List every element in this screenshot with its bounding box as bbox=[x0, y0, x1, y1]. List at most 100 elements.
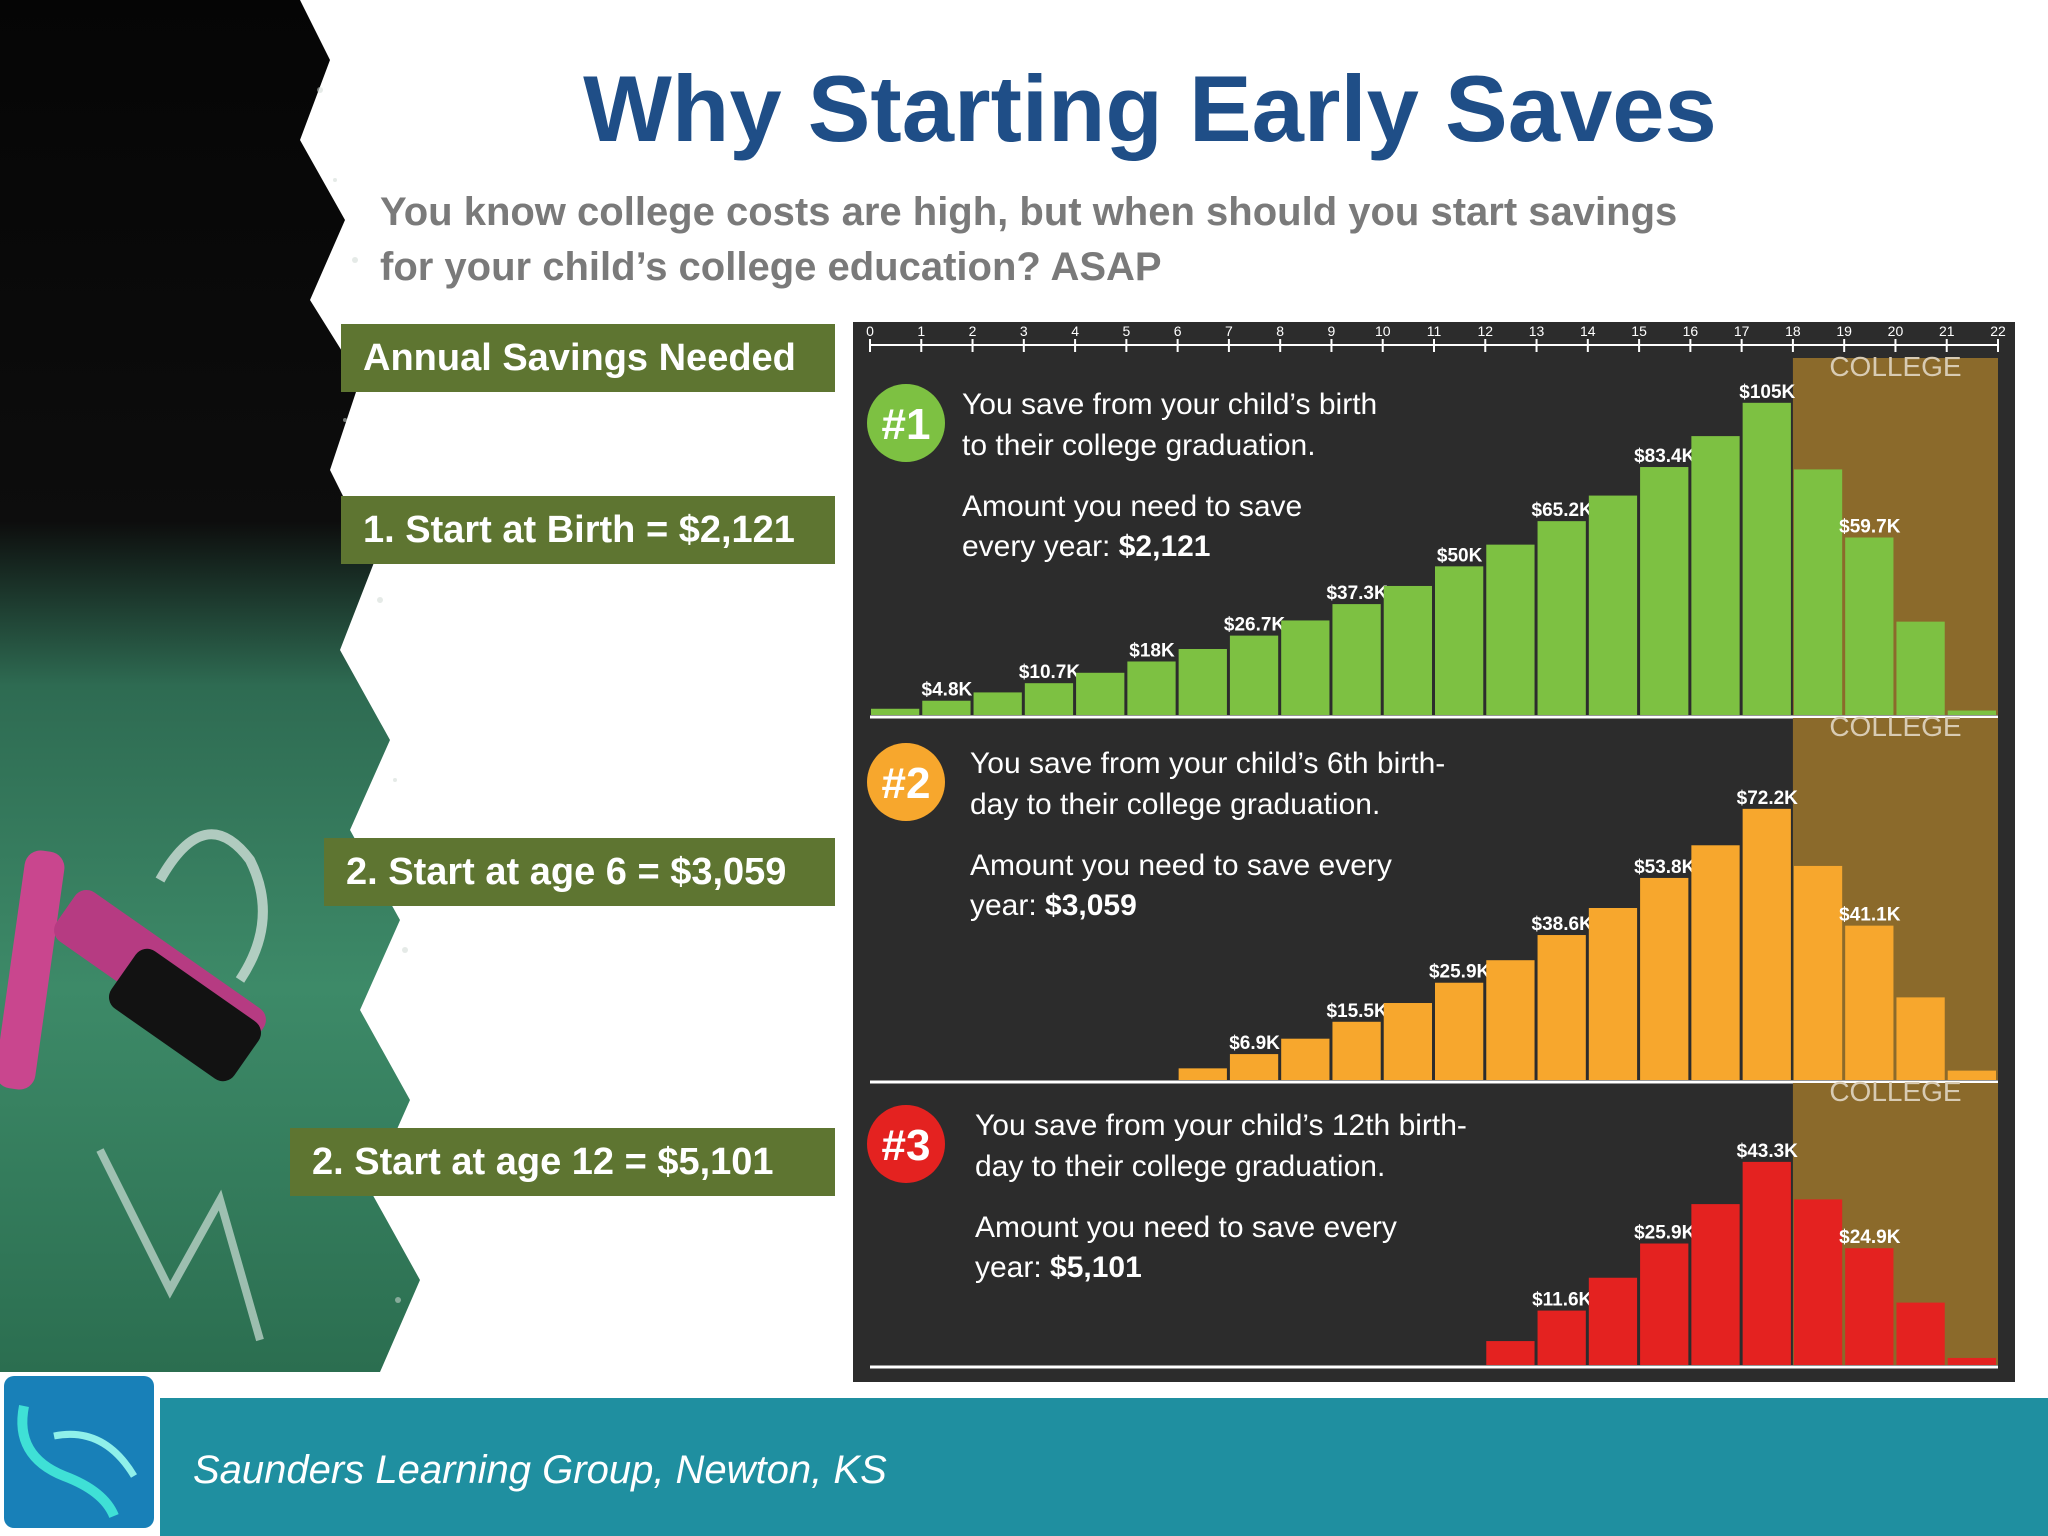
x-tick-label: 21 bbox=[1939, 323, 1955, 339]
bar bbox=[1793, 469, 1843, 715]
bar bbox=[1947, 1070, 1996, 1080]
bar bbox=[1178, 648, 1227, 715]
scenario-description-line-2: day to their college graduation. bbox=[975, 1150, 1385, 1183]
amount-line-2: year: $5,101 bbox=[975, 1251, 1142, 1284]
bar bbox=[1537, 521, 1586, 715]
data-label: $25.9K bbox=[1429, 962, 1491, 983]
data-label: $6.9K bbox=[1229, 1033, 1280, 1054]
bar bbox=[1896, 1302, 1945, 1365]
scenario-description-line-2: day to their college graduation. bbox=[970, 788, 1380, 821]
scenario-description-line-1: You save from your child’s 6th birth- bbox=[970, 747, 1445, 780]
start-at-age-12-label: 2. Start at age 12 = $5,101 bbox=[290, 1128, 835, 1196]
bar bbox=[1588, 1277, 1638, 1365]
bar bbox=[1742, 1161, 1791, 1365]
annual-savings-header-label: Annual Savings Needed bbox=[341, 324, 835, 392]
x-tick-label: 19 bbox=[1836, 323, 1852, 339]
x-tick-label: 8 bbox=[1276, 323, 1284, 339]
amount-value: $3,059 bbox=[1045, 889, 1137, 922]
x-tick-label: 9 bbox=[1328, 323, 1336, 339]
scenario-badge bbox=[867, 1105, 945, 1183]
amount-line-1: Amount you need to save every bbox=[975, 1211, 1397, 1244]
amount-line-1: Amount you need to save every bbox=[970, 849, 1392, 882]
savings-chart-panel: 0 1 2 3 4 5 6 7 8 9 10 11 12 13 14 15 16 17 18 19 20 21 22 COLL… bbox=[853, 322, 2015, 1382]
bar bbox=[1896, 997, 1945, 1080]
bar bbox=[1793, 865, 1843, 1080]
x-tick-label: 6 bbox=[1174, 323, 1182, 339]
bar bbox=[1537, 935, 1586, 1080]
amount-prefix: every year: bbox=[962, 530, 1119, 563]
data-label: $38.6K bbox=[1532, 914, 1594, 935]
bar bbox=[1947, 1357, 1996, 1365]
scenario-badge-number: #3 bbox=[882, 1121, 931, 1170]
bar bbox=[1332, 1021, 1381, 1080]
bar bbox=[1588, 907, 1638, 1080]
bar bbox=[1383, 1003, 1432, 1080]
bar bbox=[1588, 495, 1638, 715]
bar bbox=[1076, 672, 1125, 715]
bar bbox=[1486, 544, 1535, 715]
data-label: $72.2K bbox=[1737, 788, 1799, 809]
amount-value: $5,101 bbox=[1050, 1251, 1142, 1284]
bar bbox=[1281, 1038, 1330, 1080]
bar bbox=[1486, 1341, 1535, 1365]
x-tick-label: 1 bbox=[917, 323, 925, 339]
scenario-description-line-2: to their college graduation. bbox=[962, 429, 1316, 462]
amount-line-1: Amount you need to save bbox=[962, 490, 1302, 523]
start-at-age-6-label: 2. Start at age 6 = $3,059 bbox=[324, 838, 835, 906]
data-label: $11.6K bbox=[1532, 1290, 1592, 1311]
bar bbox=[1691, 845, 1740, 1080]
x-tick-label: 18 bbox=[1785, 323, 1801, 339]
x-tick-label: 10 bbox=[1375, 323, 1391, 339]
data-label: $26.7K bbox=[1224, 615, 1286, 636]
subtitle-line-2: for your child’s college education? ASAP bbox=[380, 245, 1162, 289]
data-label: $10.7K bbox=[1019, 662, 1081, 683]
bar bbox=[1229, 1054, 1279, 1080]
scenario-badge bbox=[867, 743, 945, 821]
bar bbox=[1947, 710, 1996, 715]
bar bbox=[973, 692, 1022, 715]
slide-title: Why Starting Early Saves bbox=[583, 56, 1717, 161]
x-tick-label: 12 bbox=[1477, 323, 1493, 339]
data-label: $65.2K bbox=[1532, 500, 1594, 521]
bar bbox=[1127, 661, 1176, 715]
bar bbox=[1845, 537, 1894, 715]
x-tick-label: 13 bbox=[1529, 323, 1545, 339]
data-label: $25.9K bbox=[1634, 1223, 1696, 1244]
x-tick-label: 20 bbox=[1888, 323, 1904, 339]
x-tick-label: 7 bbox=[1225, 323, 1233, 339]
scenario-badge bbox=[867, 384, 945, 462]
bar bbox=[1845, 1248, 1894, 1365]
amount-line-2: every year: $2,121 bbox=[962, 530, 1211, 563]
x-tick-label: 3 bbox=[1020, 323, 1028, 339]
college-label: COLLEGE bbox=[1829, 1076, 1961, 1107]
scenario-description-line-1: You save from your child’s 12th birth- bbox=[975, 1109, 1467, 1142]
data-label: $50K bbox=[1437, 545, 1483, 566]
scenario-badge-number: #1 bbox=[882, 400, 931, 449]
data-label: $53.8K bbox=[1634, 857, 1696, 878]
slide-subtitle: You know college costs are high, but whe… bbox=[380, 185, 1940, 295]
data-label: $24.9K bbox=[1839, 1227, 1901, 1248]
x-tick-label: 5 bbox=[1122, 323, 1130, 339]
x-tick-label: 0 bbox=[866, 323, 874, 339]
data-label: $18K bbox=[1129, 640, 1175, 661]
data-label: $37.3K bbox=[1326, 583, 1388, 604]
x-tick-label: 22 bbox=[1990, 323, 2006, 339]
scenario-badge-number: #2 bbox=[882, 759, 931, 808]
bar bbox=[1691, 1204, 1740, 1365]
data-label: $105K bbox=[1739, 382, 1795, 403]
bar bbox=[1435, 566, 1484, 715]
x-tick-label: 11 bbox=[1427, 323, 1442, 339]
bar bbox=[1332, 604, 1381, 715]
savings-bar-charts: 0 1 2 3 4 5 6 7 8 9 10 11 12 13 14 15 16 17 18 19 20 21 22COLL… bbox=[866, 323, 2006, 1369]
data-label: $59.7K bbox=[1839, 516, 1901, 537]
logo-swoosh-icon bbox=[17, 1405, 138, 1519]
x-tick-label: 16 bbox=[1683, 323, 1699, 339]
x-tick-label: 4 bbox=[1071, 323, 1079, 339]
x-tick-label: 17 bbox=[1734, 323, 1750, 339]
bar bbox=[1845, 925, 1894, 1080]
bar bbox=[922, 700, 971, 715]
bar bbox=[1024, 683, 1074, 715]
bar bbox=[1178, 1068, 1227, 1080]
bar bbox=[1486, 960, 1535, 1080]
company-logo bbox=[4, 1376, 154, 1528]
